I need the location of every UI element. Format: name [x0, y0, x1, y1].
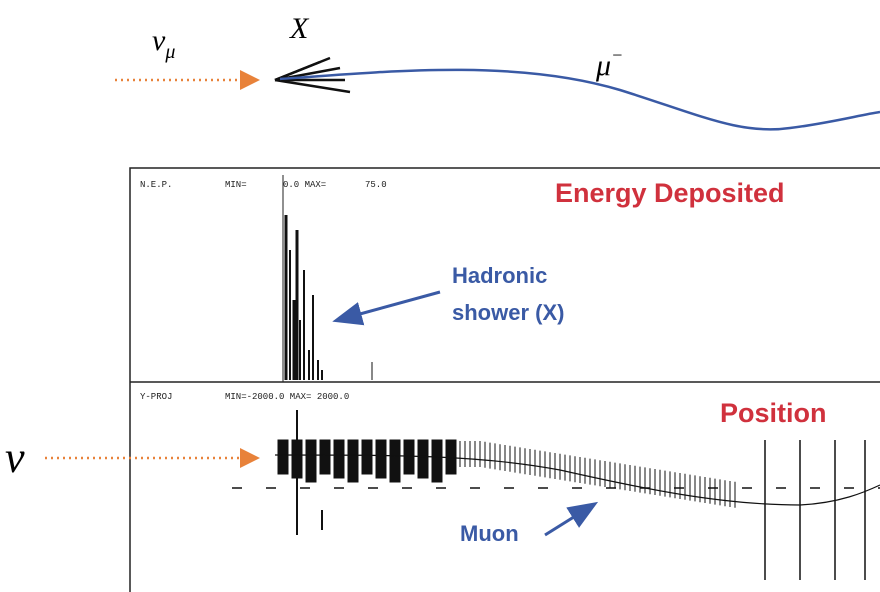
hit-block	[277, 439, 289, 475]
energy-histogram	[284, 215, 373, 380]
mu-label: μ−	[595, 45, 623, 82]
hit-block	[361, 439, 373, 475]
event-display	[129, 167, 880, 592]
header: 75.0	[365, 180, 387, 190]
hit-block	[375, 439, 387, 479]
hit-block	[319, 439, 331, 475]
muon-track	[279, 68, 880, 131]
hit-block	[333, 439, 345, 479]
fit-curve	[274, 454, 880, 506]
annotation: Muon	[460, 521, 519, 546]
hit-block	[389, 439, 401, 483]
header: 0.0 MAX=	[283, 180, 326, 190]
panel-title: Energy Deposited	[555, 178, 785, 208]
hit-block	[305, 439, 317, 483]
nu-label: ν	[5, 433, 25, 482]
annotation-arrow	[544, 501, 599, 537]
annotation-arrow	[332, 290, 441, 326]
hit-block	[417, 439, 429, 479]
hit-block	[347, 439, 359, 483]
nu-mu-label: νμ	[152, 24, 175, 63]
hit-block	[403, 439, 415, 475]
header: MIN=-2000.0 MAX= 2000.0	[225, 392, 349, 402]
track-hits	[232, 410, 880, 580]
annotation: shower (X)	[452, 300, 564, 325]
hit-block	[431, 439, 443, 483]
header: N.E.P.	[140, 180, 172, 190]
x-label: X	[289, 12, 310, 45]
header: Y-PROJ	[140, 392, 172, 402]
header: MIN=	[225, 180, 247, 190]
annotation: Hadronic	[452, 263, 547, 288]
panel-title: Position	[720, 398, 827, 428]
